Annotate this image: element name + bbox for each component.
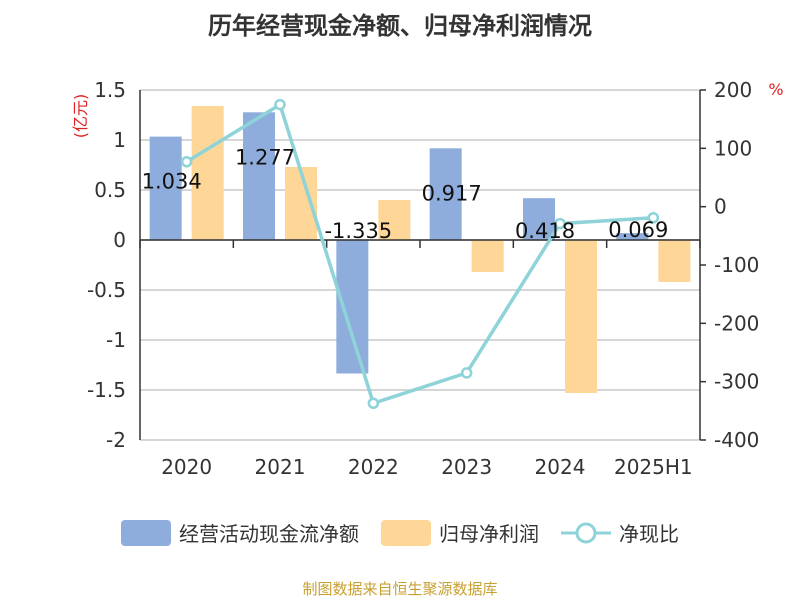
x-tick-label: 2024: [535, 455, 586, 479]
legend-swatch-netprofit: [381, 519, 431, 546]
legend-item-netprofit[interactable]: 归母净利润: [381, 518, 539, 547]
right-tick-label: 200: [714, 78, 752, 102]
ratio-point: [647, 212, 660, 224]
chart-title: 历年经营现金净额、归母净利润情况: [208, 12, 592, 40]
bar-netprofit: [565, 240, 597, 393]
bar-cashflow: [243, 112, 275, 240]
bar-netprofit: [658, 240, 691, 282]
legend-swatch-cashflow: [121, 519, 171, 546]
ratio-point: [180, 156, 193, 168]
left-tick-label: -2: [106, 428, 126, 452]
bar-netprofit: [191, 106, 224, 240]
left-tick-label: 0.5: [94, 178, 126, 202]
left-tick-label: 1: [113, 128, 126, 152]
x-tick-label: 2022: [348, 455, 399, 479]
left-axis-unit: (亿元): [71, 94, 90, 139]
x-tick-label: 2020: [161, 455, 212, 479]
bar-cashflow: [616, 233, 649, 240]
x-tick-label: 2023: [441, 455, 492, 479]
bar-netprofit: [378, 200, 411, 240]
left-tick-label: 0: [113, 228, 126, 252]
data-labels: 1.034 1.277 -1.335 0.917 0.418 0.069: [142, 145, 669, 243]
data-label-cashflow: -1.335: [324, 219, 392, 243]
ratio-point: [554, 217, 566, 230]
ratio-point: [274, 98, 286, 111]
data-label-cashflow: 0.069: [608, 218, 668, 242]
ratio-line-group: [180, 98, 660, 409]
right-tick-label: 0: [714, 195, 727, 219]
left-tick-label: -1.5: [87, 378, 126, 402]
bar-cashflow: [429, 148, 462, 240]
right-axis-unit: %: [768, 80, 783, 99]
axes: 1.5 1 0.5 0 -0.5 -1 -1.5 -2 200 100 0 -100 -200 -300 -…: [87, 78, 759, 479]
legend-item-cashflow[interactable]: 经营活动现金流净额: [121, 518, 359, 547]
x-tick-label: 2025H1: [614, 455, 693, 479]
x-tick-label: 2021: [255, 455, 306, 479]
legend-label-ratio: 净现比: [619, 522, 679, 546]
left-tick-label: -0.5: [87, 278, 126, 302]
bar-cashflow: [336, 240, 369, 374]
data-label-cashflow: 0.418: [515, 219, 575, 243]
source-note: 制图数据来自恒生聚源数据库: [302, 580, 498, 598]
bar-netprofit: [471, 240, 504, 272]
right-tick-label: 100: [714, 136, 752, 160]
right-tick-label: -200: [714, 311, 759, 335]
data-label-cashflow: 1.277: [235, 145, 295, 169]
ratio-point: [367, 397, 380, 409]
ratio-line: [185, 101, 654, 406]
left-tick-label: -1: [106, 328, 126, 352]
data-label-cashflow: 1.034: [142, 170, 202, 194]
legend-label-netprofit: 归母净利润: [439, 522, 539, 546]
bar-cashflow: [523, 198, 555, 240]
right-tick-label: -400: [714, 428, 759, 452]
bars-group: [149, 106, 691, 393]
legend: 经营活动现金流净额 归母净利润 净现比: [0, 518, 800, 547]
legend-item-ratio[interactable]: 净现比: [561, 518, 679, 547]
bar-cashflow: [149, 136, 182, 240]
ratio-point: [460, 367, 473, 379]
legend-line-marker: [561, 522, 611, 543]
left-tick-label: 1.5: [94, 78, 126, 102]
right-tick-label: -300: [714, 370, 759, 394]
data-label-cashflow: 0.917: [422, 181, 482, 205]
legend-label-cashflow: 经营活动现金流净额: [179, 522, 359, 546]
right-tick-label: -100: [714, 253, 759, 277]
